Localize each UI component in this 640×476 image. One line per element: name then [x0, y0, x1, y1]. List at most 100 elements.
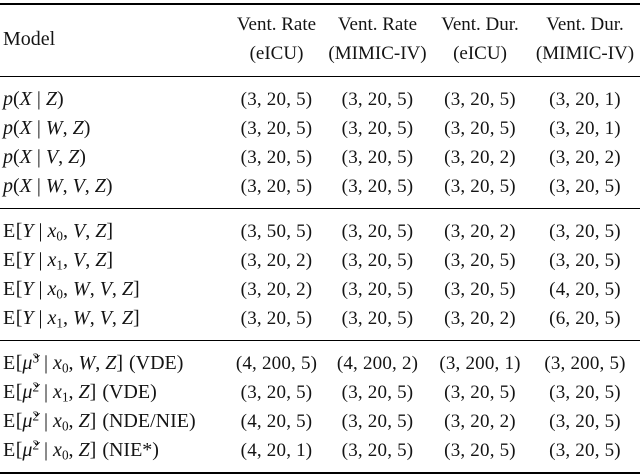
config-value: (3, 20, 5)	[341, 440, 414, 461]
model-formula: p(X | V, Z)	[3, 146, 86, 168]
column-header-vent-dur-eicu: Vent. Dur. (eICU)	[430, 4, 530, 77]
config-value: (3, 20, 5)	[341, 250, 414, 271]
model-formula: E[μ̌2 | x0, Z]	[3, 437, 97, 463]
model-formula: E[Y | x0, W, V, Z]	[3, 278, 140, 302]
model-formula: E[Y | x1, V, Z]	[3, 249, 114, 273]
table-group-nested: E[μ̌3 | x0, W, Z] (VDE) (4, 200, 5) (4, 2…	[0, 340, 640, 474]
column-header-vent-rate-mimic: Vent. Rate (MIMIC-IV)	[325, 4, 430, 77]
config-value: (3, 20, 2)	[444, 411, 516, 432]
model-cell: E[μ̌2 | x0, Z] (NIE*)	[0, 436, 228, 473]
table-header: Model Vent. Rate (eICU) Vent. Rate (MIMI…	[0, 4, 640, 77]
model-formula: E[Y | x0, V, Z]	[3, 220, 114, 244]
model-formula: E[μ̌2 | x1, Z]	[3, 379, 97, 405]
column-header-line2: (MIMIC-IV)	[328, 43, 427, 64]
hyperparameter-table: Model Vent. Rate (eICU) Vent. Rate (MIMI…	[0, 3, 640, 474]
config-value: (3, 20, 5)	[444, 250, 516, 271]
config-value: (3, 20, 5)	[240, 176, 313, 197]
model-cell: p(X | Z)	[0, 77, 228, 115]
model-cell: p(X | V, Z)	[0, 143, 228, 172]
column-header-line1: Vent. Dur.	[546, 14, 624, 35]
config-value: (3, 20, 5)	[341, 176, 414, 197]
config-value: (3, 20, 5)	[240, 118, 313, 139]
config-value: (3, 20, 5)	[549, 176, 621, 197]
config-value: (3, 20, 2)	[549, 147, 621, 168]
config-value: (3, 20, 5)	[444, 279, 516, 300]
model-formula: p(X | W, V, Z)	[3, 175, 113, 197]
config-value: (3, 20, 5)	[341, 382, 414, 403]
table-row: p(X | W, Z) (3, 20, 5) (3, 20, 5) (3, 20…	[0, 114, 640, 143]
table-row: E[μ̌2 | x0, Z] (NDE/NIE) (4, 20, 5) (3, 2…	[0, 407, 640, 436]
header-row: Model Vent. Rate (eICU) Vent. Rate (MIMI…	[0, 4, 640, 77]
model-formula: E[Y | x1, W, V, Z]	[3, 307, 140, 331]
config-value: (3, 20, 2)	[240, 250, 313, 271]
column-header-line1: Vent. Dur.	[441, 14, 519, 35]
config-value: (4, 20, 5)	[240, 411, 313, 432]
table-row: E[Y | x0, V, Z] (3, 50, 5) (3, 20, 5) (3…	[0, 209, 640, 247]
config-value: (3, 20, 5)	[549, 382, 621, 403]
table-row: E[μ̌2 | x0, Z] (NIE*) (4, 20, 1) (3, 20, …	[0, 436, 640, 473]
table-row: p(X | V, Z) (3, 20, 5) (3, 20, 5) (3, 20…	[0, 143, 640, 172]
config-value: (3, 50, 5)	[240, 221, 313, 242]
config-value: (3, 20, 5)	[444, 176, 516, 197]
config-value: (3, 20, 2)	[444, 308, 516, 329]
model-cell: E[Y | x0, V, Z]	[0, 209, 228, 247]
table-row: E[Y | x1, W, V, Z] (3, 20, 5) (3, 20, 5)…	[0, 304, 640, 341]
config-value: (3, 20, 5)	[444, 440, 516, 461]
column-header-line2: (eICU)	[249, 43, 304, 64]
config-value: (3, 20, 5)	[341, 89, 414, 110]
config-value: (3, 20, 5)	[341, 411, 414, 432]
table-row: E[μ̌3 | x0, W, Z] (VDE) (4, 200, 5) (4, 2…	[0, 341, 640, 379]
model-tag: (NDE/NIE)	[102, 410, 196, 432]
model-cell: E[μ̌2 | x1, Z] (VDE)	[0, 378, 228, 407]
model-formula: p(X | W, Z)	[3, 117, 91, 139]
model-cell: E[Y | x0, W, V, Z]	[0, 275, 228, 304]
table-group-outcome: E[Y | x0, V, Z] (3, 50, 5) (3, 20, 5) (3…	[0, 208, 640, 341]
table-row: E[μ̌2 | x1, Z] (VDE) (3, 20, 5) (3, 20, 5…	[0, 378, 640, 407]
model-column-header: Model	[3, 27, 56, 50]
model-tag: (VDE)	[102, 381, 157, 403]
config-value: (3, 20, 5)	[240, 308, 313, 329]
config-value: (4, 200, 2)	[336, 353, 419, 374]
model-cell: E[μ̌2 | x0, Z] (NDE/NIE)	[0, 407, 228, 436]
config-value: (3, 20, 5)	[549, 221, 621, 242]
model-formula: E[μ̌2 | x0, Z]	[3, 408, 97, 434]
config-value: (4, 20, 1)	[240, 440, 313, 461]
model-formula: E[μ̌3 | x0, W, Z]	[3, 350, 123, 376]
model-cell: p(X | W, Z)	[0, 114, 228, 143]
model-cell: E[Y | x1, V, Z]	[0, 246, 228, 275]
model-tag: (VDE)	[129, 352, 184, 374]
column-header-line1: Vent. Rate	[337, 14, 418, 35]
model-tag: (NIE*)	[102, 439, 159, 461]
config-value: (3, 20, 5)	[341, 147, 414, 168]
column-header-vent-rate-eicu: Vent. Rate (eICU)	[228, 4, 325, 77]
config-value: (3, 20, 5)	[549, 250, 621, 271]
config-value: (3, 20, 5)	[240, 382, 313, 403]
config-value: (3, 20, 2)	[240, 279, 313, 300]
table-row: E[Y | x1, V, Z] (3, 20, 2) (3, 20, 5) (3…	[0, 246, 640, 275]
column-header-vent-dur-mimic: Vent. Dur. (MIMIC-IV)	[530, 4, 640, 77]
config-value: (3, 20, 5)	[341, 221, 414, 242]
table-group-propensity: p(X | Z) (3, 20, 5) (3, 20, 5) (3, 20, 5…	[0, 77, 640, 209]
table-row: p(X | W, V, Z) (3, 20, 5) (3, 20, 5) (3,…	[0, 172, 640, 209]
config-value: (3, 20, 2)	[444, 147, 516, 168]
config-value: (3, 20, 1)	[549, 118, 621, 139]
column-header-line2: (eICU)	[453, 43, 507, 64]
column-header-line1: Vent. Rate	[236, 14, 317, 35]
config-value: (3, 20, 5)	[549, 440, 621, 461]
config-value: (3, 20, 1)	[549, 89, 621, 110]
config-value: (3, 20, 5)	[341, 308, 414, 329]
config-value: (4, 20, 5)	[549, 279, 621, 300]
model-formula: p(X | Z)	[3, 88, 64, 110]
model-cell: E[μ̌3 | x0, W, Z] (VDE)	[0, 341, 228, 379]
config-value: (3, 20, 5)	[444, 118, 516, 139]
config-value: (4, 200, 5)	[235, 353, 318, 374]
config-value: (3, 20, 5)	[240, 89, 313, 110]
config-value: (3, 20, 2)	[444, 221, 516, 242]
config-value: (3, 20, 5)	[444, 89, 516, 110]
model-cell: p(X | W, V, Z)	[0, 172, 228, 209]
config-value: (3, 200, 1)	[439, 353, 521, 374]
config-value: (3, 20, 5)	[240, 147, 313, 168]
config-value: (3, 20, 5)	[341, 279, 414, 300]
config-value: (3, 20, 5)	[549, 411, 621, 432]
